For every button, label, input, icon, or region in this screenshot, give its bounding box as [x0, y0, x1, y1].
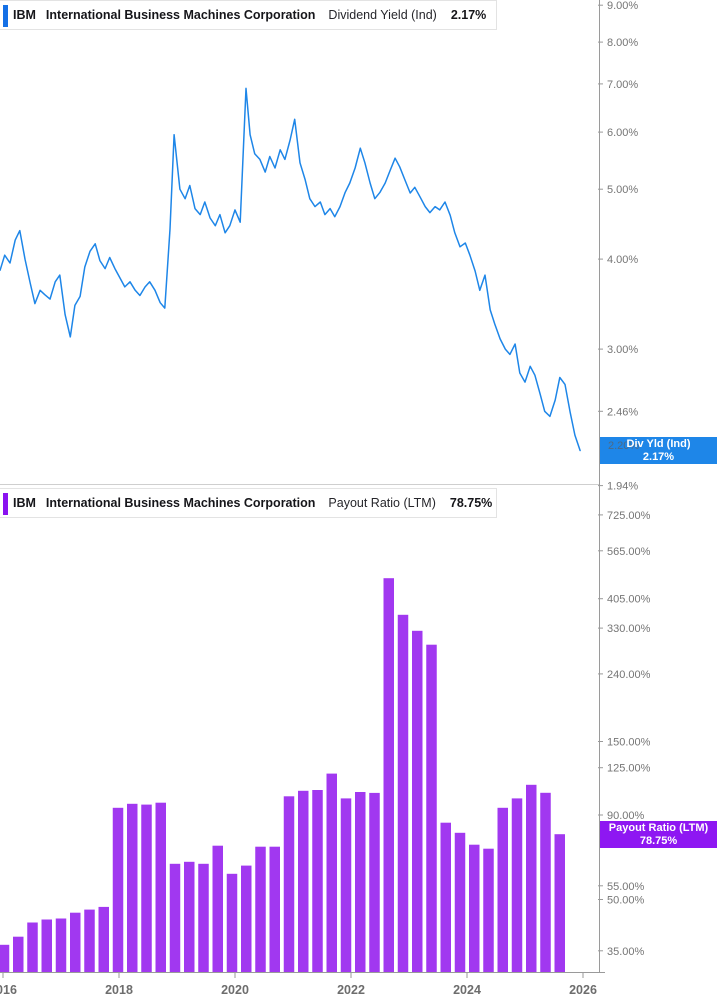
payout-ratio-bar[interactable] [13, 936, 24, 972]
x-axis-tick-label: 2016 [0, 983, 17, 997]
company-name: International Business Machines Corporat… [45, 496, 316, 510]
payout-ratio-bar[interactable] [326, 773, 338, 972]
y-axis-tick-label: 8.00% [607, 37, 638, 49]
payout-ratio-bar[interactable] [98, 906, 110, 972]
payout-ratio-bar[interactable] [198, 863, 209, 972]
payout-ratio-bar[interactable] [383, 578, 395, 972]
payout-ratio-bar[interactable] [283, 796, 295, 972]
payout-ratio-last-value-badge: Payout Ratio (LTM) 78.75% [600, 821, 717, 848]
y-axis-tick-label: 725.00% [607, 510, 651, 522]
payout-ratio-bar[interactable] [112, 807, 124, 972]
payout-ratio-bar[interactable] [469, 844, 480, 972]
hidden-axis-tick-label: 2.20% [608, 440, 640, 452]
y-axis-tick-label: 2.46% [607, 406, 638, 418]
dividend-yield-last-value-badge: 2.20% Div Yld (Ind) 2.17% [600, 437, 717, 464]
dividend-yield-series-color-strip [3, 5, 8, 27]
payout-ratio-bar[interactable] [483, 848, 494, 972]
payout-ratio-bar[interactable] [269, 846, 281, 972]
badge-series-label: Div Yld (Ind) [626, 437, 691, 450]
payout-ratio-bar[interactable] [511, 798, 523, 972]
metric-value: 78.75% [449, 496, 493, 510]
payout-ratio-bar[interactable] [369, 792, 380, 972]
y-axis-tick-label: 565.00% [607, 546, 651, 558]
payout-ratio-bar[interactable] [27, 922, 38, 973]
ticker-symbol: IBM [13, 496, 36, 510]
payout-ratio-bar[interactable] [0, 944, 10, 972]
y-axis-tick-label: 55.00% [607, 881, 645, 893]
y-axis-tick-label: 150.00% [607, 737, 651, 749]
y-axis-tick-label: 1.94% [607, 481, 638, 493]
y-axis-tick-label: 9.00% [607, 0, 638, 12]
badge-series-label: Payout Ratio (LTM) [608, 821, 709, 834]
payout-ratio-bar[interactable] [70, 912, 81, 972]
y-axis-tick-label: 405.00% [607, 594, 651, 606]
payout-ratio-bar[interactable] [526, 784, 537, 972]
payout-ratio-bar[interactable] [226, 873, 238, 972]
y-axis-tick-label: 90.00% [607, 810, 645, 822]
payout-ratio-bar[interactable] [412, 630, 423, 972]
payout-ratio-bar[interactable] [241, 865, 252, 972]
company-name: International Business Machines Corporat… [45, 8, 316, 22]
metric-value: 2.17% [450, 8, 487, 22]
payout-ratio-bar[interactable] [184, 861, 195, 972]
payout-ratio-bar[interactable] [397, 614, 409, 972]
payout-ratio-bar[interactable] [440, 822, 452, 972]
payout-ratio-bar[interactable] [127, 803, 138, 972]
payout-ratio-bar[interactable] [169, 863, 181, 972]
y-axis-tick-label: 7.00% [607, 79, 638, 91]
x-axis-tick-label: 2022 [337, 983, 365, 997]
badge-series-value: 78.75% [639, 834, 678, 847]
x-axis-tick-label: 2026 [569, 983, 597, 997]
payout-ratio-legend[interactable]: IBM International Business Machines Corp… [0, 488, 497, 518]
payout-ratio-bar[interactable] [340, 798, 352, 972]
y-axis-tick-label: 240.00% [607, 669, 651, 681]
x-axis-tick-label: 2024 [453, 983, 481, 997]
payout-ratio-bar[interactable] [55, 918, 67, 973]
ticker-symbol: IBM [13, 8, 36, 22]
y-axis-tick-label: 4.00% [607, 254, 638, 266]
dividend-yield-line[interactable] [0, 87, 581, 452]
payout-ratio-bar[interactable] [355, 792, 366, 972]
payout-ratio-series-color-strip [3, 493, 8, 515]
payout-ratio-bar[interactable] [312, 790, 323, 972]
dividend-yield-legend[interactable]: IBM International Business Machines Corp… [0, 0, 497, 30]
dividend-yield-plot-area[interactable] [0, 0, 599, 484]
payout-ratio-bar[interactable] [84, 909, 95, 972]
payout-ratio-bar[interactable] [141, 804, 152, 972]
badge-series-value: 2.17% [642, 450, 675, 463]
metric-name: Dividend Yield (Ind) [328, 8, 437, 22]
payout-ratio-bar[interactable] [454, 832, 466, 972]
y-axis-tick-label: 3.00% [607, 344, 638, 356]
y-axis-tick-label: 50.00% [607, 895, 645, 907]
payout-ratio-bar[interactable] [426, 644, 437, 972]
y-axis-tick-label: 6.00% [607, 127, 638, 139]
x-axis-tick-label: 2018 [105, 983, 133, 997]
payout-ratio-bar[interactable] [540, 792, 551, 972]
metric-name: Payout Ratio (LTM) [328, 496, 436, 510]
payout-ratio-bar[interactable] [212, 845, 224, 972]
x-axis-tick-label: 2020 [221, 983, 249, 997]
payout-ratio-bar[interactable] [255, 846, 266, 972]
y-axis-tick-label: 35.00% [607, 946, 645, 958]
payout-ratio-bar[interactable] [155, 802, 167, 972]
y-axis-tick-label: 5.00% [607, 184, 638, 196]
payout-ratio-bar[interactable] [497, 807, 509, 972]
payout-ratio-bar[interactable] [298, 790, 309, 972]
payout-ratio-bar[interactable] [41, 919, 53, 973]
y-axis-tick-label: 330.00% [607, 623, 651, 635]
payout-ratio-bar[interactable] [554, 834, 566, 972]
y-axis-tick-label: 125.00% [607, 763, 651, 775]
